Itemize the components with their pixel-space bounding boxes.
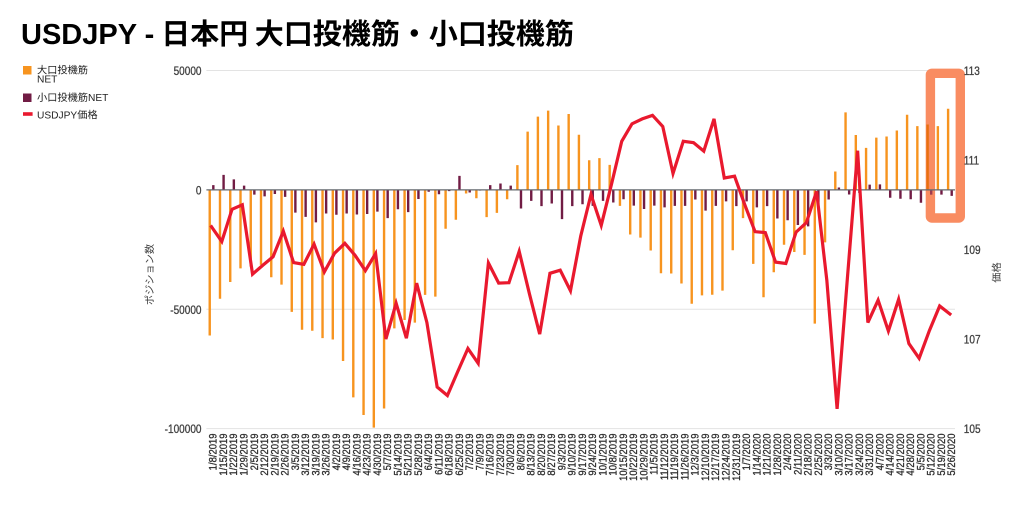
svg-text:12/17/2019: 12/17/2019 [711, 433, 723, 480]
svg-text:7/16/2019: 7/16/2019 [485, 433, 497, 475]
svg-text:NET: NET [88, 93, 108, 104]
svg-text:111: 111 [964, 155, 979, 168]
svg-text:NET: NET [37, 75, 57, 86]
svg-text:1/15/2019: 1/15/2019 [218, 433, 230, 475]
svg-text:1/22/2019: 1/22/2019 [229, 433, 241, 475]
svg-text:11/26/2019: 11/26/2019 [680, 433, 692, 480]
svg-text:8/13/2019: 8/13/2019 [526, 433, 538, 475]
svg-text:1/8/2019: 1/8/2019 [208, 433, 220, 470]
svg-text:2/11/2020: 2/11/2020 [793, 433, 805, 475]
svg-text:-50000: -50000 [170, 304, 201, 317]
svg-text:105: 105 [964, 423, 981, 436]
svg-text:2/5/2019: 2/5/2019 [249, 433, 261, 470]
svg-text:2/26/2019: 2/26/2019 [280, 433, 292, 475]
svg-text:4/14/2020: 4/14/2020 [885, 433, 897, 475]
svg-text:1/7/2020: 1/7/2020 [741, 433, 753, 470]
svg-text:4/23/2019: 4/23/2019 [362, 433, 374, 475]
svg-text:2/12/2019: 2/12/2019 [259, 433, 271, 475]
svg-text:3/12/2019: 3/12/2019 [300, 433, 312, 475]
svg-text:5/5/2020: 5/5/2020 [916, 433, 928, 470]
svg-text:10/1/2019: 10/1/2019 [598, 433, 610, 475]
svg-text:7/30/2019: 7/30/2019 [505, 433, 517, 475]
svg-text:1/21/2020: 1/21/2020 [762, 433, 774, 475]
svg-text:USDJPY -: USDJPY - [21, 19, 154, 51]
svg-text:3/10/2020: 3/10/2020 [834, 433, 846, 475]
svg-text:3/26/2019: 3/26/2019 [321, 433, 333, 475]
svg-text:5/19/2020: 5/19/2020 [936, 433, 948, 475]
svg-text:12/24/2019: 12/24/2019 [721, 433, 733, 480]
svg-text:9/24/2019: 9/24/2019 [587, 433, 599, 475]
svg-text:10/15/2019: 10/15/2019 [618, 433, 630, 480]
svg-text:-100000: -100000 [165, 423, 202, 436]
svg-text:11/5/2019: 11/5/2019 [649, 433, 661, 475]
svg-text:3/31/2020: 3/31/2020 [864, 433, 876, 475]
svg-text:4/2/2019: 4/2/2019 [331, 433, 343, 470]
svg-text:2/18/2020: 2/18/2020 [803, 433, 815, 475]
svg-text:10/8/2019: 10/8/2019 [608, 433, 620, 475]
svg-text:5/7/2019: 5/7/2019 [382, 433, 394, 470]
svg-text:10/22/2019: 10/22/2019 [628, 433, 640, 480]
svg-text:7/9/2019: 7/9/2019 [475, 433, 487, 470]
svg-text:8/27/2019: 8/27/2019 [546, 433, 558, 475]
svg-text:6/11/2019: 6/11/2019 [434, 433, 446, 475]
svg-text:3/3/2020: 3/3/2020 [823, 433, 835, 470]
svg-text:9/17/2019: 9/17/2019 [577, 433, 589, 475]
svg-text:5/28/2019: 5/28/2019 [413, 433, 425, 475]
svg-text:5/21/2019: 5/21/2019 [403, 433, 415, 475]
svg-text:8/20/2019: 8/20/2019 [536, 433, 548, 475]
svg-text:4/28/2020: 4/28/2020 [905, 433, 917, 475]
svg-text:113: 113 [964, 65, 980, 78]
svg-text:6/4/2019: 6/4/2019 [423, 433, 435, 470]
svg-text:7/23/2019: 7/23/2019 [495, 433, 507, 475]
svg-text:12/10/2019: 12/10/2019 [700, 433, 712, 480]
svg-text:6/25/2019: 6/25/2019 [454, 433, 466, 475]
svg-text:3/5/2019: 3/5/2019 [290, 433, 302, 470]
svg-text:8/6/2019: 8/6/2019 [516, 433, 528, 470]
svg-text:11/12/2019: 11/12/2019 [659, 433, 671, 480]
svg-text:2/4/2020: 2/4/2020 [782, 433, 794, 470]
svg-text:2/25/2020: 2/25/2020 [813, 433, 825, 475]
svg-text:USDJPY: USDJPY [37, 110, 77, 121]
svg-text:10/29/2019: 10/29/2019 [639, 433, 651, 480]
svg-text:109: 109 [964, 244, 981, 257]
svg-text:7/2/2019: 7/2/2019 [464, 433, 476, 470]
svg-text:6/18/2019: 6/18/2019 [444, 433, 456, 475]
svg-text:1/14/2020: 1/14/2020 [752, 433, 764, 475]
svg-text:3/19/2019: 3/19/2019 [311, 433, 323, 475]
svg-text:107: 107 [964, 334, 981, 347]
svg-text:5/12/2020: 5/12/2020 [926, 433, 938, 475]
svg-text:4/16/2019: 4/16/2019 [352, 433, 364, 475]
svg-text:4/30/2019: 4/30/2019 [372, 433, 384, 475]
svg-text:9/3/2019: 9/3/2019 [557, 433, 569, 470]
svg-text:3/24/2020: 3/24/2020 [854, 433, 866, 475]
svg-text:3/17/2020: 3/17/2020 [844, 433, 856, 475]
svg-text:12/3/2019: 12/3/2019 [690, 433, 702, 475]
svg-text:50000: 50000 [174, 65, 202, 78]
svg-text:5/14/2019: 5/14/2019 [393, 433, 405, 475]
svg-text:2/19/2019: 2/19/2019 [270, 433, 282, 475]
svg-text:1/29/2019: 1/29/2019 [239, 433, 251, 475]
svg-text:4/21/2020: 4/21/2020 [895, 433, 907, 475]
svg-text:5/26/2020: 5/26/2020 [946, 433, 958, 475]
svg-text:12/31/2019: 12/31/2019 [731, 433, 743, 480]
svg-text:9/10/2019: 9/10/2019 [567, 433, 579, 475]
svg-text:4/9/2019: 4/9/2019 [341, 433, 353, 470]
svg-text:4/7/2020: 4/7/2020 [875, 433, 887, 470]
svg-text:0: 0 [196, 185, 202, 198]
svg-text:1/28/2020: 1/28/2020 [772, 433, 784, 475]
svg-text:11/19/2019: 11/19/2019 [670, 433, 682, 480]
